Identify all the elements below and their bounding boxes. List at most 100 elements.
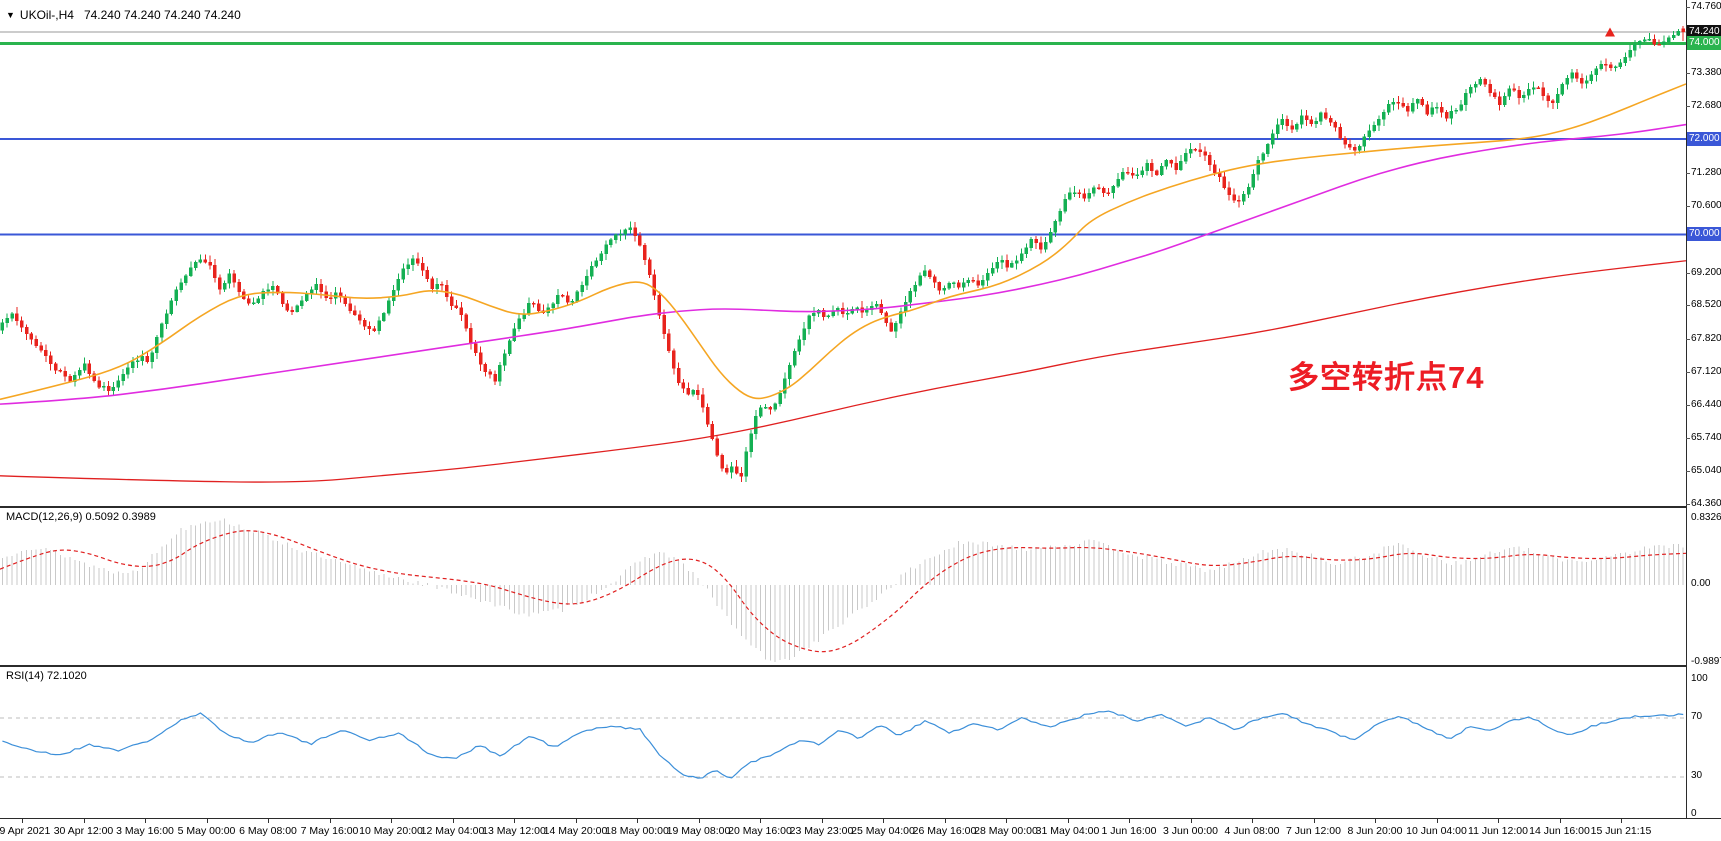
candle-body (565, 295, 570, 303)
price-tick-dash (1686, 503, 1690, 505)
price-tick-dash (1686, 471, 1690, 473)
time-label: 4 Jun 08:00 (1224, 825, 1280, 837)
time-label: 10 May 20:00 (359, 825, 423, 837)
candle-body (1246, 186, 1251, 195)
candle-body (193, 262, 198, 269)
macd-chart-canvas[interactable] (0, 508, 1686, 665)
time-tick (329, 819, 331, 823)
candle-body (1324, 112, 1328, 119)
candle-body (218, 277, 222, 290)
candle-body (464, 314, 468, 329)
candle-body (985, 273, 990, 281)
candle-body (0, 322, 5, 331)
candle-body (937, 282, 942, 291)
candle-body (1642, 39, 1647, 42)
candle-body (1261, 153, 1265, 161)
candle-body (1285, 118, 1289, 127)
time-tick (452, 819, 454, 823)
candle-body (440, 283, 444, 286)
candle-body (140, 356, 145, 361)
time-label: 28 May 00:00 (974, 825, 1038, 837)
candle-body (618, 234, 623, 236)
macd-signal-line[interactable] (0, 530, 1686, 653)
candle-body (961, 282, 966, 288)
candle-body (1203, 151, 1207, 156)
candle-body (251, 302, 256, 304)
candle-body (1043, 241, 1048, 250)
candle-body (1058, 211, 1062, 222)
candle-body (1101, 188, 1106, 194)
candle-body (1188, 148, 1193, 154)
candle-body (454, 305, 459, 308)
main-price-panel[interactable]: ▼ UKOil-,H4 74.240 74.240 74.240 74.240 多空… (0, 0, 1686, 507)
time-label: 15 Jun 21:15 (1590, 825, 1652, 837)
candle-body (725, 468, 729, 473)
price-tick: 65.040 (1691, 465, 1721, 477)
candle-body (1222, 176, 1227, 189)
price-tick-dash (1686, 372, 1690, 374)
candle-body (729, 466, 734, 473)
candle-body (643, 245, 647, 260)
candle-body (908, 291, 913, 303)
sell-arrow-marker[interactable] (1605, 27, 1615, 37)
candle-body (681, 382, 686, 389)
candle-body (222, 282, 227, 290)
dropdown-arrow-icon[interactable]: ▼ (6, 10, 15, 20)
candle-body (1155, 170, 1159, 175)
candle-body (710, 423, 715, 440)
rsi-chart-canvas[interactable] (0, 667, 1686, 818)
candle-body (430, 278, 435, 290)
candle-body (1092, 187, 1096, 194)
candle-body (1319, 112, 1323, 122)
candle-body (1145, 163, 1149, 171)
candle-body (894, 322, 898, 332)
time-tick (206, 819, 208, 823)
candle-body (604, 244, 608, 255)
time-tick (22, 819, 23, 823)
candle-body (1372, 124, 1376, 131)
candle-body (1212, 164, 1217, 173)
candle-body (469, 328, 473, 345)
candle-body (976, 280, 980, 286)
candle-body (575, 291, 579, 302)
candlestick-chart-canvas[interactable] (0, 0, 1686, 506)
candle-body (48, 355, 53, 365)
candle-body (638, 235, 642, 246)
time-tick (575, 819, 577, 823)
candle-body (1193, 148, 1198, 151)
candle-body (990, 268, 995, 274)
candle-body (1135, 174, 1140, 177)
candle-body (570, 301, 575, 303)
time-tick (1313, 819, 1315, 823)
ma-slow-red[interactable] (0, 260, 1686, 483)
candle-body (1232, 194, 1236, 201)
ma-fast-orange[interactable] (0, 83, 1686, 401)
candle-body (1097, 187, 1101, 189)
candle-body (396, 278, 401, 291)
candle-body (1039, 242, 1043, 250)
price-badge-72.000: 72.000 (1687, 131, 1721, 146)
rsi-line[interactable] (2, 710, 1684, 779)
candle-body (1493, 92, 1497, 98)
time-label: 14 May 20:00 (543, 825, 608, 837)
candle-body (1565, 78, 1570, 85)
candle-body (1309, 119, 1314, 124)
candle-body (734, 466, 739, 474)
ma-mid-magenta[interactable] (0, 123, 1686, 405)
candle-body (1174, 162, 1178, 171)
time-tick (760, 819, 761, 823)
price-tick: 67.820 (1691, 332, 1721, 344)
symbol-period-label: UKOil-,H4 (19, 8, 74, 22)
macd-indicator-panel[interactable]: MACD(12,26,9) 0.5092 0.3989 (0, 507, 1686, 666)
candle-body (754, 416, 758, 434)
candle-body (1034, 239, 1038, 244)
rsi-indicator-panel[interactable]: RSI(14) 72.1020 (0, 666, 1686, 819)
candle-body (232, 273, 236, 283)
candle-body (1304, 115, 1309, 120)
candle-body (1497, 96, 1502, 105)
candle-body (406, 264, 410, 270)
candle-body (662, 314, 666, 335)
price-tick: 66.440 (1691, 398, 1721, 410)
candle-body (1005, 259, 1009, 268)
